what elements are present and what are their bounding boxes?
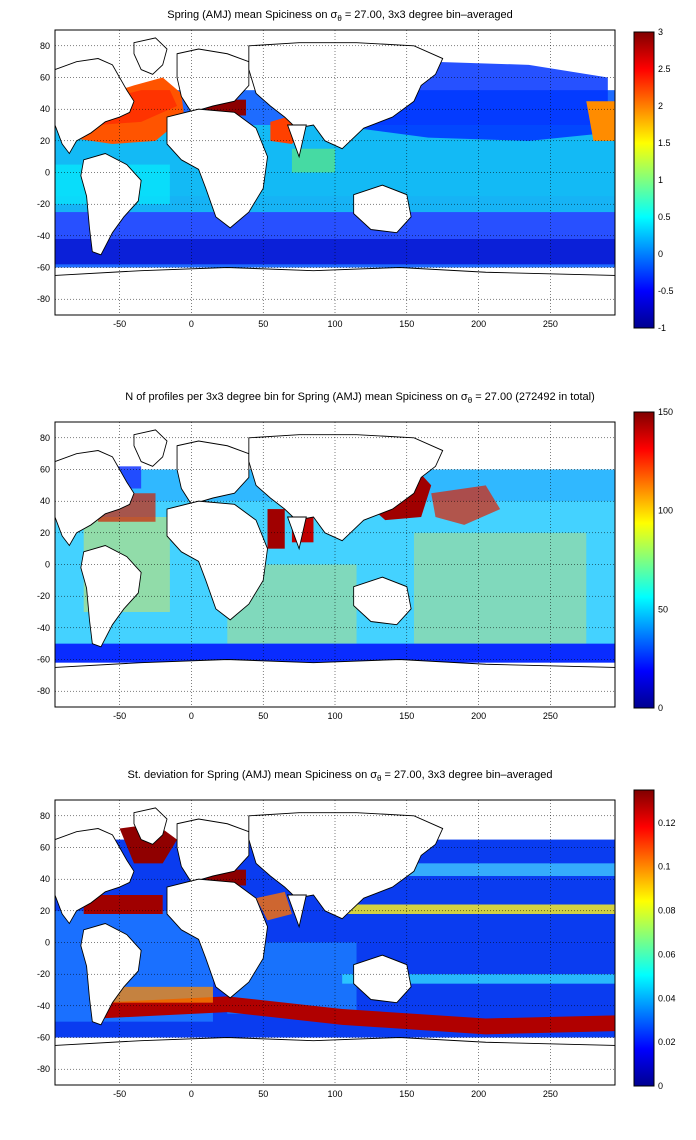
panel-1-title: Spring (AMJ) mean Spiciness on σθ = 27.0… bbox=[167, 9, 512, 23]
y-tick-label: -20 bbox=[37, 969, 50, 979]
y-tick-label: -80 bbox=[37, 294, 50, 304]
x-tick-label: -50 bbox=[113, 711, 126, 721]
panel-1: Spring (AMJ) mean Spiciness on σθ = 27.0… bbox=[37, 9, 674, 333]
y-tick-label: -20 bbox=[37, 591, 50, 601]
panel-3-title: St. deviation for Spring (AMJ) mean Spic… bbox=[128, 769, 553, 783]
colorbar-tick-label: 1 bbox=[658, 175, 663, 185]
panel-2-plot-area bbox=[54, 421, 616, 708]
x-tick-label: 150 bbox=[399, 319, 414, 329]
panel-2-colorbar: 0 50 100 150 bbox=[633, 407, 673, 713]
y-tick-label: 60 bbox=[40, 843, 50, 853]
x-tick-label: 0 bbox=[189, 711, 194, 721]
panel-1-grid bbox=[55, 30, 615, 315]
colorbar-tick-label: 0 bbox=[658, 703, 663, 713]
colorbar-tick-label: 0.06 bbox=[658, 949, 676, 959]
panel-3: St. deviation for Spring (AMJ) mean Spic… bbox=[37, 769, 676, 1099]
y-tick-label: -80 bbox=[37, 686, 50, 696]
panel-1-plot-area bbox=[54, 29, 616, 316]
panel-1-x-ticks: -50 0 50 100 150 200 250 bbox=[113, 319, 558, 329]
colorbar-tick-label: 0.02 bbox=[658, 1037, 676, 1047]
colorbar-tick-label: 0.04 bbox=[658, 993, 676, 1003]
panel-2-x-ticks: -50 0 50 100 150 200 250 bbox=[113, 711, 558, 721]
x-tick-label: 250 bbox=[543, 319, 558, 329]
x-tick-label: -50 bbox=[113, 319, 126, 329]
colorbar-tick-label: 0 bbox=[658, 1081, 663, 1091]
colorbar-tick-label: 150 bbox=[658, 407, 673, 417]
panel-3-colorbar: 0 0.02 0.04 0.06 0.08 0.1 0.12 bbox=[633, 789, 676, 1091]
x-tick-label: 50 bbox=[258, 319, 268, 329]
panel-2-title: N of profiles per 3x3 degree bin for Spr… bbox=[125, 391, 595, 405]
panel-3-plot-area bbox=[54, 799, 616, 1086]
x-tick-label: 0 bbox=[189, 319, 194, 329]
x-tick-label: 0 bbox=[189, 1089, 194, 1099]
x-tick-label: -50 bbox=[113, 1089, 126, 1099]
y-tick-label: 40 bbox=[40, 874, 50, 884]
y-tick-label: -40 bbox=[37, 231, 50, 241]
y-tick-label: -20 bbox=[37, 199, 50, 209]
colorbar-tick-label: 0 bbox=[658, 249, 663, 259]
colorbar-tick-label: -1 bbox=[658, 323, 666, 333]
colorbar-tick-label: 2 bbox=[658, 101, 663, 111]
x-tick-label: 200 bbox=[471, 1089, 486, 1099]
colorbar-tick-label: 0.12 bbox=[658, 818, 676, 828]
colorbar-tick-label: 50 bbox=[658, 604, 668, 614]
y-tick-label: -40 bbox=[37, 1001, 50, 1011]
y-tick-label: -40 bbox=[37, 623, 50, 633]
y-tick-label: -60 bbox=[37, 263, 50, 273]
x-tick-label: 150 bbox=[399, 711, 414, 721]
colorbar-tick-label: 1.5 bbox=[658, 138, 671, 148]
panel-2: N of profiles per 3x3 degree bin for Spr… bbox=[37, 391, 673, 721]
y-tick-label: 40 bbox=[40, 104, 50, 114]
colorbar-tick-label: 100 bbox=[658, 506, 673, 516]
y-tick-label: 0 bbox=[45, 560, 50, 570]
panel-3-x-ticks: -50 0 50 100 150 200 250 bbox=[113, 1089, 558, 1099]
y-tick-label: 20 bbox=[40, 906, 50, 916]
colorbar-tick-label: 0.5 bbox=[658, 212, 671, 222]
colorbar-tick-label: -0.5 bbox=[658, 286, 674, 296]
colorbar-tick-label: 0.08 bbox=[658, 906, 676, 916]
x-tick-label: 100 bbox=[327, 711, 342, 721]
x-tick-label: 50 bbox=[258, 711, 268, 721]
y-tick-label: 40 bbox=[40, 496, 50, 506]
y-tick-label: -60 bbox=[37, 1033, 50, 1043]
panel-3-y-ticks: -80 -60 -40 -20 0 20 40 60 80 bbox=[37, 811, 50, 1074]
y-tick-label: 80 bbox=[40, 41, 50, 51]
y-tick-label: 60 bbox=[40, 465, 50, 475]
y-tick-label: -80 bbox=[37, 1064, 50, 1074]
y-tick-label: 80 bbox=[40, 811, 50, 821]
y-tick-label: 0 bbox=[45, 938, 50, 948]
panel-1-y-ticks: -80 -60 -40 -20 0 20 40 60 80 bbox=[37, 41, 50, 304]
colorbar-tick-label: 3 bbox=[658, 27, 663, 37]
y-tick-label: 60 bbox=[40, 73, 50, 83]
x-tick-label: 250 bbox=[543, 711, 558, 721]
panel-2-y-ticks: -80 -60 -40 -20 0 20 40 60 80 bbox=[37, 433, 50, 696]
x-tick-label: 100 bbox=[327, 319, 342, 329]
colorbar-tick-label: 2.5 bbox=[658, 64, 671, 74]
y-tick-label: -60 bbox=[37, 655, 50, 665]
x-tick-label: 150 bbox=[399, 1089, 414, 1099]
panel-2-grid bbox=[55, 422, 615, 707]
panel-1-colorbar: -1 -0.5 0 0.5 1 1.5 2 2.5 3 bbox=[633, 27, 674, 333]
panel-3-grid bbox=[55, 800, 615, 1085]
y-tick-label: 0 bbox=[45, 168, 50, 178]
y-tick-label: 20 bbox=[40, 136, 50, 146]
y-tick-label: 80 bbox=[40, 433, 50, 443]
y-tick-label: 20 bbox=[40, 528, 50, 538]
colorbar-tick-label: 0.1 bbox=[658, 862, 671, 872]
x-tick-label: 200 bbox=[471, 711, 486, 721]
x-tick-label: 250 bbox=[543, 1089, 558, 1099]
x-tick-label: 100 bbox=[327, 1089, 342, 1099]
x-tick-label: 200 bbox=[471, 319, 486, 329]
x-tick-label: 50 bbox=[258, 1089, 268, 1099]
